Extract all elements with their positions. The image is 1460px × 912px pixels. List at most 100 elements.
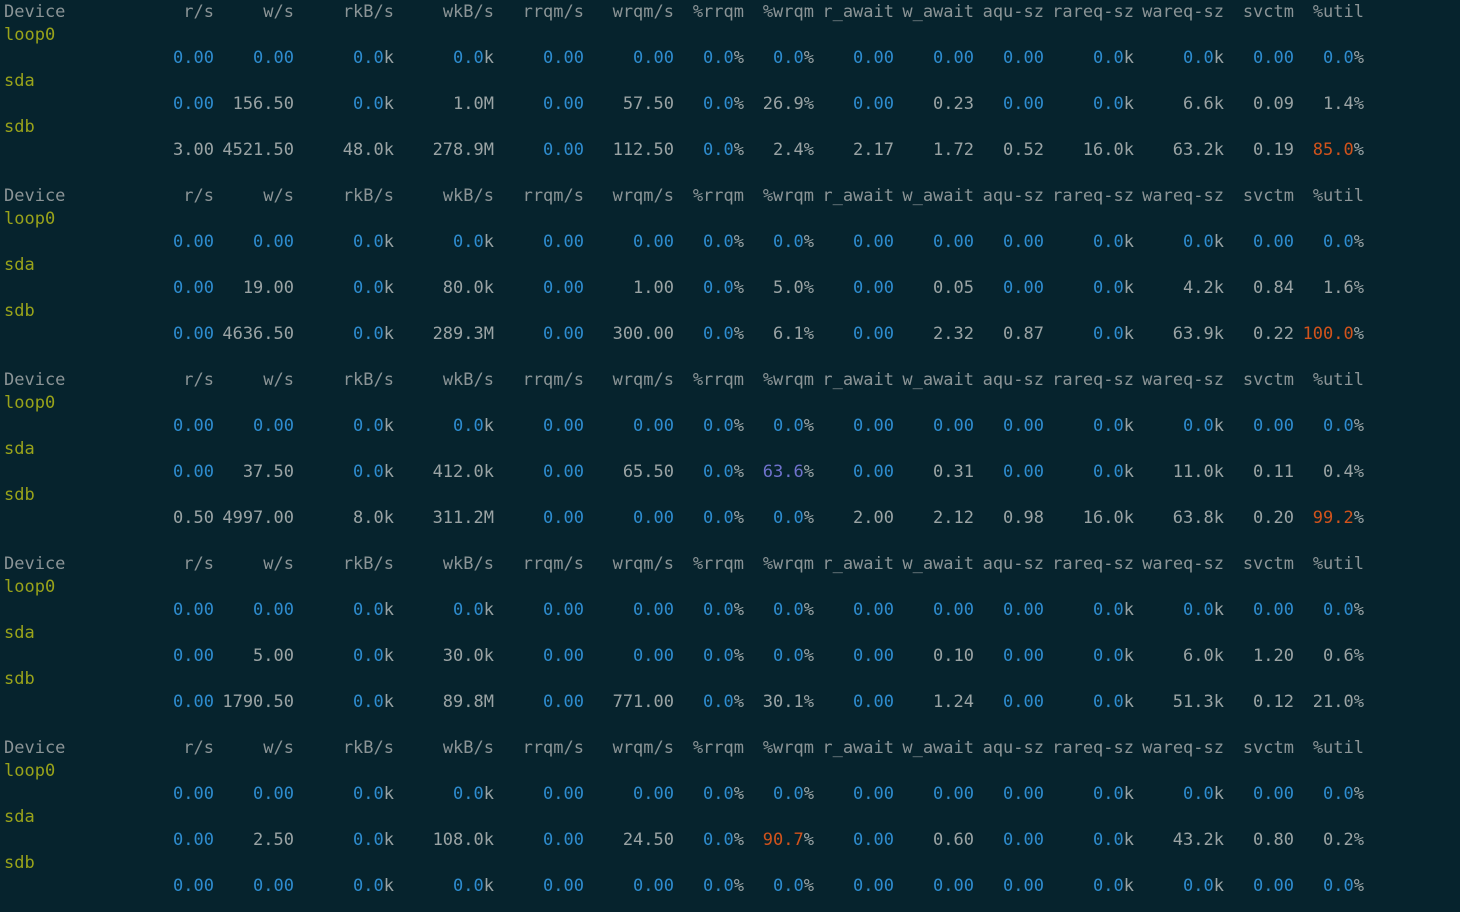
stat-value: 0.0k <box>353 462 394 482</box>
stat-value: 0.00 <box>853 278 894 298</box>
column-header: %wrqm <box>762 370 814 390</box>
stat-value: 63.6% <box>762 462 814 482</box>
stat-value: 0.00 <box>543 416 584 436</box>
stat-value: 0.09 <box>1253 94 1294 114</box>
stat-value: 156.50 <box>232 94 294 114</box>
stat-unit: k <box>1123 232 1134 252</box>
stat-unit: k <box>383 462 394 482</box>
stat-value: 0.0% <box>703 48 744 68</box>
stat-value: 0.0% <box>773 876 814 896</box>
stat-value: 2.50 <box>253 830 294 850</box>
column-header: aqu-sz <box>982 738 1044 758</box>
stat-unit: k <box>1213 830 1224 850</box>
stat-unit: % <box>733 278 744 298</box>
stat-value: 0.00 <box>1253 48 1294 68</box>
stat-value: 0.0k <box>453 48 494 68</box>
column-header: wareq-sz <box>1142 554 1224 574</box>
stat-value: 0.00 <box>543 48 584 68</box>
stat-value: 0.60 <box>933 830 974 850</box>
stats-row: 0.00 2.50 0.0k 108.0k 0.00 24.50 0.0% 90.7% 0.00… <box>0 829 1460 852</box>
stat-value: 0.98 <box>1003 508 1044 528</box>
device-name: loop0 <box>4 761 56 781</box>
stat-value: 0.00 <box>1003 600 1044 620</box>
column-header: rrqm/s <box>522 554 584 574</box>
stat-value: 1.72 <box>933 140 974 160</box>
stat-unit: k <box>1213 508 1224 528</box>
stat-value: 0.0% <box>1323 416 1364 436</box>
stat-value: 0.00 <box>853 48 894 68</box>
stat-value: 0.0k <box>353 876 394 896</box>
device-row: sdb <box>0 484 1460 507</box>
column-header: rareq-sz <box>1052 186 1134 206</box>
stat-value: 0.00 <box>173 692 214 712</box>
stat-value: 0.0k <box>1093 784 1134 804</box>
stat-value: 4521.50 <box>222 140 294 160</box>
stat-value: 30.1% <box>762 692 814 712</box>
stat-value: 0.00 <box>173 324 214 344</box>
stat-value: 0.0k <box>353 232 394 252</box>
stat-unit: k <box>1213 600 1224 620</box>
stat-unit: k <box>1213 646 1224 666</box>
column-header: Device <box>4 554 66 574</box>
stat-value: 0.0k <box>1093 830 1134 850</box>
stat-value: 0.00 <box>633 646 674 666</box>
stat-value: 0.00 <box>253 784 294 804</box>
stat-value: 0.0k <box>1093 600 1134 620</box>
stat-value: 0.00 <box>853 600 894 620</box>
stat-value: 0.0% <box>703 278 744 298</box>
header-row: Device r/s w/s rkB/s wkB/s rrqm/s wrqm/s %rrqm%… <box>0 369 1460 392</box>
stat-unit: % <box>803 48 814 68</box>
stat-value: 0.00 <box>933 784 974 804</box>
stat-value: 0.00 <box>1003 48 1044 68</box>
device-row: sda <box>0 806 1460 829</box>
column-header: r_await <box>822 370 894 390</box>
stat-value: 6.6k <box>1183 94 1224 114</box>
stat-unit: k <box>1213 232 1224 252</box>
stat-value: 412.0k <box>432 462 494 482</box>
device-name: loop0 <box>4 393 56 413</box>
column-header: %wrqm <box>762 2 814 22</box>
stat-value: 0.0% <box>703 784 744 804</box>
stat-unit: k <box>1213 692 1224 712</box>
stat-unit: k <box>1123 646 1134 666</box>
stat-value: 51.3k <box>1172 692 1224 712</box>
stat-value: 0.00 <box>853 646 894 666</box>
stat-value: 30.0k <box>442 646 494 666</box>
stat-value: 5.0% <box>773 278 814 298</box>
stat-value: 0.00 <box>1003 830 1044 850</box>
stat-value: 0.0k <box>453 416 494 436</box>
stat-value: 0.0% <box>703 646 744 666</box>
stat-value: 0.0% <box>773 646 814 666</box>
header-row: Device r/s w/s rkB/s wkB/s rrqm/s wrqm/s %rrqm%… <box>0 553 1460 576</box>
stat-unit: % <box>733 140 744 160</box>
column-header: %rrqm <box>692 370 744 390</box>
stat-unit: k <box>1123 876 1134 896</box>
stat-value: 771.00 <box>612 692 674 712</box>
device-name: loop0 <box>4 25 56 45</box>
stat-value: 0.00 <box>633 416 674 436</box>
stat-value: 0.80 <box>1253 830 1294 850</box>
header-row: Device r/s w/s rkB/s wkB/s rrqm/s wrqm/s %rrqm%… <box>0 737 1460 760</box>
stat-unit: k <box>1213 416 1224 436</box>
stat-value: 0.00 <box>933 232 974 252</box>
stat-value: 0.0% <box>773 508 814 528</box>
stat-value: 0.52 <box>1003 140 1044 160</box>
stat-unit: % <box>733 416 744 436</box>
stat-value: 0.00 <box>543 692 584 712</box>
column-header: wkB/s <box>442 2 494 22</box>
stat-value: 0.00 <box>543 830 584 850</box>
stat-value: 0.0k <box>453 784 494 804</box>
column-header: aqu-sz <box>982 2 1044 22</box>
stat-value: 0.00 <box>1003 462 1044 482</box>
stat-value: 0.0% <box>773 784 814 804</box>
stat-unit: k <box>1123 462 1134 482</box>
stat-value: 0.0k <box>1183 784 1224 804</box>
stat-value: 0.0% <box>1323 600 1364 620</box>
stat-value: 0.0k <box>353 94 394 114</box>
column-header: w_await <box>902 554 974 574</box>
stat-value: 0.00 <box>253 876 294 896</box>
stats-row: 0.00 5.00 0.0k 30.0k 0.00 0.00 0.0% 0.0% 0.00 0.1… <box>0 645 1460 668</box>
stat-value: 0.00 <box>1003 692 1044 712</box>
column-header: rareq-sz <box>1052 738 1134 758</box>
